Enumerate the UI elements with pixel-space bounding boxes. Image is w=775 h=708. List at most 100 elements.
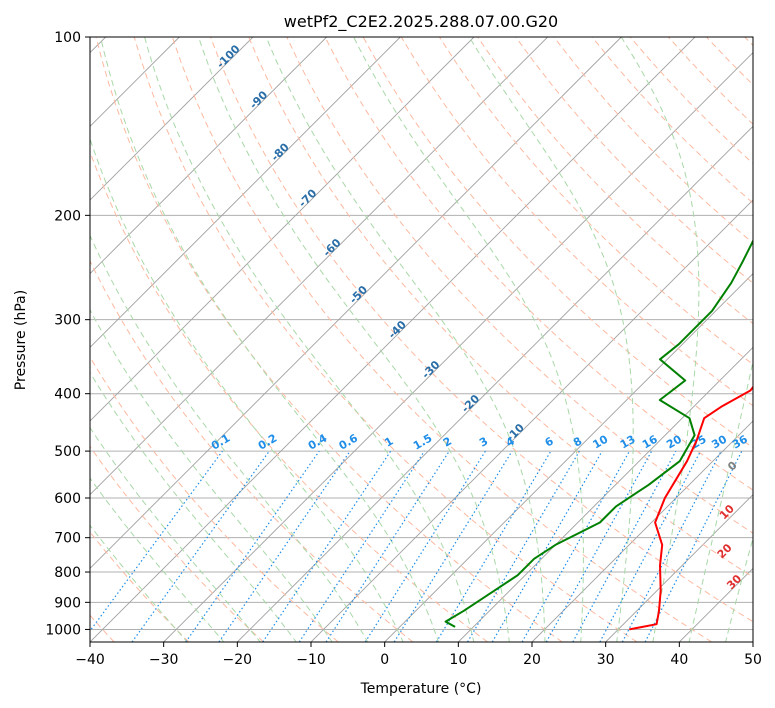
moist-adiabat-line [688,359,753,642]
isotherm-line [90,37,622,569]
mixing-ratio-label: 30 [709,432,729,451]
isotherm-line [90,37,696,642]
moist-adiabat-line [620,37,700,642]
isotherm-line [90,37,548,496]
mixing-ratio-line [90,450,223,632]
isotherm-line [90,37,475,422]
moist-adiabat-line [90,477,225,642]
background-lines [90,37,753,642]
dry-adiabat-line [171,37,712,642]
x-tick-label: 20 [523,652,541,668]
moist-adiabat-line [725,536,753,642]
isotherm-line [90,37,327,275]
isotherm-label: -100 [214,42,243,71]
y-tick-label: 300 [54,313,81,329]
y-tick-label: 100 [54,30,81,46]
moist-adiabat-line [144,37,475,642]
dry-adiabat-line [248,37,753,578]
isotherm-label: -90 [247,88,270,111]
moist-adiabat-line [265,37,546,642]
mixing-ratio-label: 36 [730,432,750,451]
dewpoint-line [444,238,753,628]
mixing-ratio-label: 13 [618,433,638,452]
dry-adiabat-line [90,150,488,642]
theta-label: 30 [724,572,744,592]
y-tick-label: 1000 [45,622,81,638]
moist-adiabat-line [90,308,333,642]
dry-adiabat-line [515,37,753,284]
isotherm-line [752,641,753,642]
y-tick-label: 600 [54,491,81,507]
mixing-ratio-line [262,450,392,642]
x-tick-label: 40 [670,652,688,668]
moist-adiabat-line [468,37,634,642]
dry-adiabat-line [95,37,563,642]
isotherm-label: -40 [386,318,409,341]
theta-label: 40 [753,598,773,618]
mixing-ratio-line [545,450,653,642]
mixing-ratio-line [466,450,580,642]
mixing-ratio-label: 3 [477,435,490,450]
isotherm-label: -30 [419,358,442,381]
isotherm-line [163,52,753,642]
mixing-ratio-label: 8 [571,435,584,450]
dry-adiabat-line [90,259,414,642]
moist-adiabat-line [90,371,297,642]
mixing-ratio-line [298,450,425,642]
mixing-ratio-line [393,450,513,642]
isotherm-line [90,37,254,201]
isotherm-label: -80 [269,140,292,163]
mixing-ratio-label: 16 [640,432,660,451]
dry-adiabat-line [90,356,339,642]
mixing-ratio-line [521,450,631,642]
theta-label: 10 [717,502,737,522]
mixing-ratio-line [435,450,552,642]
y-tick-label: 500 [54,444,81,460]
isotherm-line [605,494,753,642]
isotherm-label: -70 [296,186,319,209]
isotherm-line [531,420,753,642]
x-tick-label: −30 [149,652,179,668]
moist-adiabat-line [90,426,261,642]
mixing-ratio-line [491,450,603,642]
isotherm-label: -20 [459,392,482,415]
isotherm-line [90,37,401,348]
theta-label: 20 [715,541,735,561]
mixing-ratio-label: 1.5 [411,432,434,453]
mixing-ratio-line [572,450,677,642]
x-tick-label: 50 [744,652,762,668]
mixing-ratio-line [185,450,320,642]
isotherm-label: -60 [320,236,343,259]
mixing-ratio-line [364,450,486,642]
mixing-ratio-line [325,450,450,642]
mixing-ratio-label: 20 [664,432,684,451]
sounding-series [444,238,753,631]
x-tick-label: −10 [296,652,326,668]
moist-adiabat-line [90,234,369,642]
x-tick-label: −40 [75,652,105,668]
moist-adiabat-line [198,37,510,642]
mixing-ratio-label: 10 [591,432,611,451]
moist-adiabat-line [90,137,404,642]
dry-adiabat-line [210,37,753,623]
y-tick-label: 700 [54,531,81,547]
y-tick-label: 900 [54,595,81,611]
x-axis: −40 −30 −20 −10 0 10 20 30 40 50 [75,642,762,668]
temperature-line [629,385,753,631]
plot-frame [89,36,754,643]
isotherm-line [384,273,753,642]
moist-adiabat-line [90,524,188,642]
mixing-ratio-label: 0.4 [306,431,330,452]
y-axis-title: Pressure (hPa) [13,290,29,390]
x-tick-label: 30 [597,652,615,668]
y-axis: 100 200 300 400 500 600 700 800 900 1000 [45,30,90,638]
dry-adiabat-line [90,445,264,642]
mixing-ratio-label: 1 [382,435,395,450]
zero-isotherm-label: 0 [725,458,740,473]
y-tick-label: 800 [54,565,81,581]
x-tick-label: −20 [223,652,253,668]
chart-title: wetPf2_C2E2.2025.288.07.00.G20 [284,12,558,32]
dry-adiabat-line [324,37,753,491]
x-tick-label: 10 [449,652,467,668]
dry-adiabat-line [286,37,753,534]
